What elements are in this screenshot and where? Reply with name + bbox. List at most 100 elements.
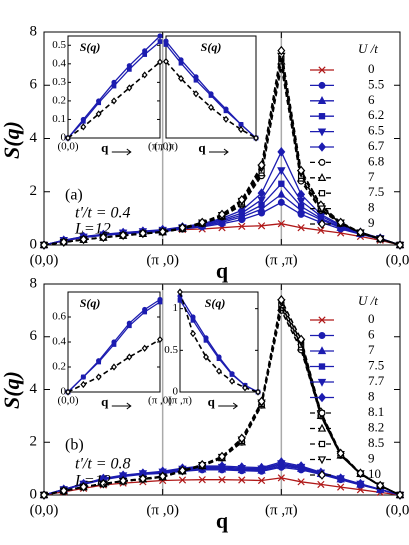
data-point [277,45,286,56]
data-point [141,71,148,79]
data-point [376,480,385,491]
legend-title: U /t [358,41,378,56]
legend-label: 6.5 [368,123,384,138]
legend-marker [317,205,327,214]
data-point [277,147,286,157]
inset-title: S(q) [205,296,226,310]
data-point [178,60,184,66]
legend-label: 8.1 [368,404,384,419]
y-axis-label: S(q) [0,121,24,159]
data-point [277,474,285,482]
data-point [208,103,214,111]
legend-marker [318,332,326,339]
x-tick-label: (π ,π) [154,141,178,153]
data-point [177,288,183,296]
data-point [99,232,108,243]
data-point [111,342,117,347]
y-tick-label: 4 [30,130,38,146]
data-point [142,309,148,315]
data-point [337,483,345,491]
data-point [111,363,117,371]
inset-frame [179,291,259,393]
data-point [297,224,305,232]
legend-marker [318,363,326,370]
legend-label: 7 [368,342,375,357]
annotation: t'/t = 0.8 [75,456,131,473]
data-point [198,459,207,470]
data-point [277,457,286,467]
data-point [80,374,86,380]
data-point [80,380,87,389]
data-point [257,222,266,230]
y-axis-label: S(q) [0,371,24,409]
data-point [141,344,148,352]
data-point [237,194,246,205]
legend-marker [317,378,327,387]
inset-title: S(q) [80,296,101,310]
data-point [178,74,184,83]
legend-label: 10 [368,466,381,481]
data-point [138,473,147,484]
data-point [223,108,229,114]
data-point [237,433,246,444]
x-tick-label: (0,0) [386,502,409,518]
data-point [297,461,306,471]
data-point [157,335,163,344]
x-tick-label: (π ,π) [265,252,298,268]
data-point [193,77,199,83]
legend-label: 6.7 [368,138,385,153]
data-point [178,476,187,484]
legend-marker [318,113,326,120]
data-point [190,317,196,323]
legend-marker [318,219,326,229]
inset-arrow [111,148,132,156]
data-point [238,122,244,127]
data-point [59,237,68,247]
y-tick-label: 4 [30,381,38,397]
y-tick-label: 0 [61,386,67,398]
data-point [277,295,286,305]
x-tick-label: (0,0) [30,502,59,518]
legend-label: 6 [368,92,375,107]
data-point [193,90,199,98]
data-point [96,100,102,106]
data-point [238,222,246,230]
inset-x-label: q [198,140,206,155]
legend-marker [318,470,326,480]
data-point [126,67,132,72]
data-point [317,480,325,489]
legend-label: 9 [368,450,375,465]
y-tick-label: 0 [61,132,67,144]
y-tick-label: 0.3 [52,76,66,88]
y-tick-label: 0.4 [52,57,66,69]
data-point [218,461,226,471]
x-tick-label: (0,0) [30,252,59,268]
data-point [376,233,385,244]
legend-label: 6.2 [368,107,384,122]
data-point [278,180,285,187]
data-point [79,234,88,245]
data-point [126,323,132,329]
data-point [297,165,306,176]
data-point [296,205,306,214]
data-point [163,57,169,66]
data-point [257,396,266,407]
annotation: (a) [65,187,83,204]
data-point [80,123,87,131]
y-tick-label: 0.2 [52,94,66,106]
data-point [238,476,246,484]
data-point [208,93,214,98]
x-tick-label: (π ,0) [148,395,172,407]
legend-marker [318,440,326,448]
legend-marker [318,66,326,74]
y-tick-label: 0.5 [52,39,66,51]
data-point [336,448,345,459]
data-point [229,377,235,385]
data-point [277,189,286,198]
y-tick-label: 6 [30,328,38,344]
legend-marker [318,81,326,89]
x-tick-label: (π ,0) [148,141,172,153]
data-point [95,110,102,118]
data-point [396,240,404,250]
y-tick-label: 6 [30,77,38,93]
